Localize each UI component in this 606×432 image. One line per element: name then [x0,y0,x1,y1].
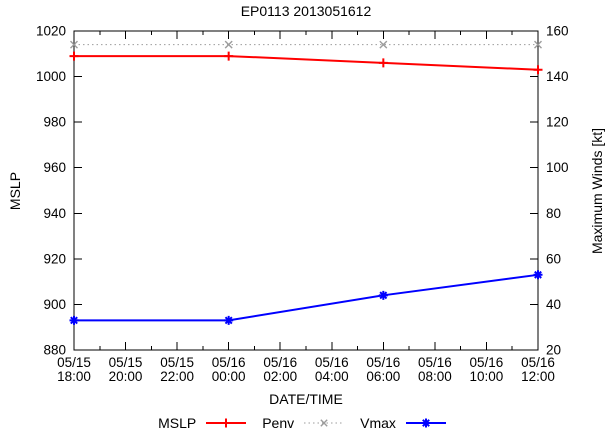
marker-penv [224,40,233,49]
marker-penv [534,40,542,49]
y-tick-label-right: 100 [546,160,569,175]
legend-sample-mslp [206,418,247,427]
legend-sample-vmax [405,418,446,427]
x-tick-label-date: 05/15 [57,355,91,370]
legend-item-mslp: MSLP [158,415,248,431]
marker-mslp [533,65,543,75]
x-tick-label-time: 00:00 [212,369,246,384]
y-tick-label-left: 920 [43,251,66,266]
legend-sample-penv [304,418,345,427]
x-tick-label-time: 02:00 [263,369,297,384]
marker-penv [379,40,388,49]
y-tick-label-right: 80 [546,206,561,221]
plot-frame [73,30,539,351]
marker-mslp [69,51,79,61]
marker-vmax [534,270,542,279]
x-tick-label-time: 10:00 [470,369,504,384]
x-tick-label-time: 04:00 [315,369,349,384]
y-tick-label-right: 40 [546,297,561,312]
y-tick-label-right: 140 [546,69,569,84]
marker-mslp [378,58,388,68]
y-tick-label-right: 160 [546,24,569,39]
x-tick-label-time: 06:00 [366,369,400,384]
y-tick-label-left: 980 [43,115,66,130]
x-tick-label-date: 05/16 [470,355,504,370]
series-line-vmax [74,273,539,322]
x-tick-label-date: 05/16 [315,355,349,370]
legend-item-vmax: Vmax [360,415,448,431]
x-tick-label-date: 05/15 [160,355,194,370]
x-tick-label-date: 05/16 [212,355,246,370]
marker-vmax [70,316,78,325]
legend-sample-marker [422,418,430,427]
y-tick-label-right: 60 [546,251,561,266]
y-tick-label-right: 20 [546,343,561,358]
legend-sample-marker [221,418,231,427]
marker-vmax [379,291,388,300]
x-tick-label-time: 20:00 [109,369,143,384]
x-tick-label-date: 05/16 [263,355,297,370]
legend-label-vmax: Vmax [360,414,396,431]
y-tick-label-left: 940 [43,206,66,221]
legend-label-penv: Penv [262,414,295,431]
chart-title: EP0113 2013051612 [240,3,372,19]
marker-vmax [224,316,233,325]
x-tick-label-date: 05/16 [366,355,400,370]
legend-sample-marker [320,418,328,427]
x-tick-label-time: 22:00 [160,369,194,384]
legend-label-mslp: MSLP [158,414,197,431]
y-tick-label-left: 960 [43,160,66,175]
x-tick-label-time: 08:00 [418,369,452,384]
x-axis-label: DATE/TIME [269,391,343,407]
y-tick-label-left: 900 [43,297,66,312]
marker-penv [70,40,78,49]
x-tick-label-date: 05/15 [109,355,143,370]
y-tick-label-right: 120 [546,115,569,130]
y-tick-label-left: 1020 [36,24,66,39]
x-tick-label-time: 18:00 [57,369,91,384]
y-tick-label-left: 1000 [36,69,66,84]
x-tick-label-date: 05/16 [521,355,555,370]
legend-item-penv: Penv [262,415,346,431]
series-line-mslp [74,55,539,71]
x-tick-label-time: 12:00 [521,369,555,384]
y-tick-label-left: 880 [43,343,66,358]
marker-mslp [224,51,234,61]
x-tick-label-date: 05/16 [418,355,452,370]
legend: MSLP Penv Vmax [0,413,606,432]
